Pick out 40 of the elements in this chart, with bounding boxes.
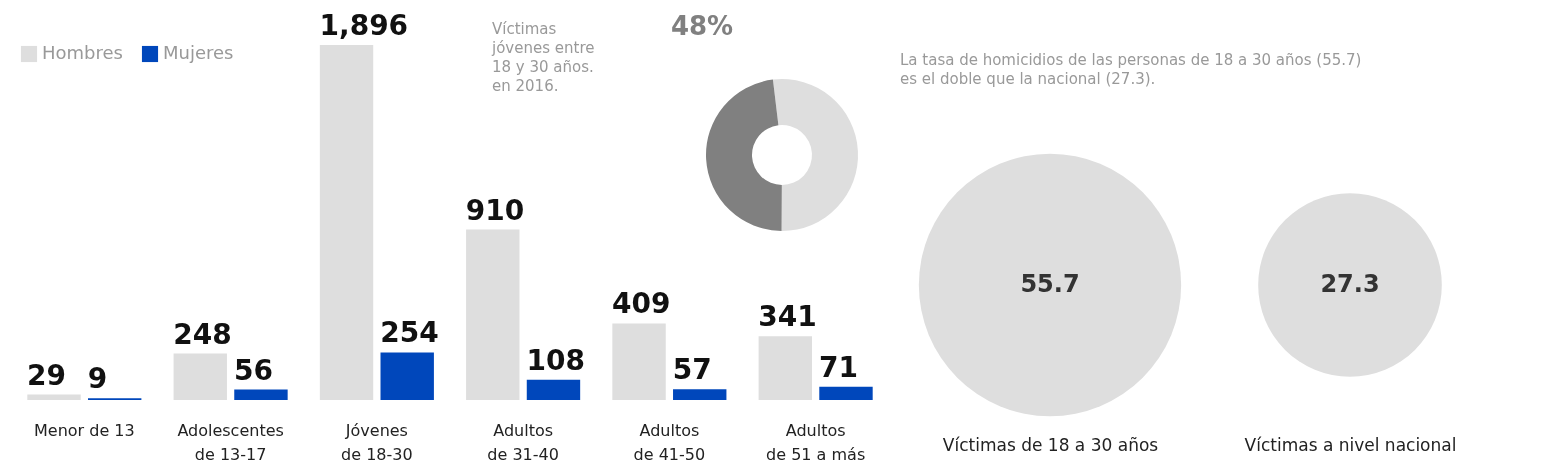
bar — [819, 386, 873, 400]
bar — [673, 389, 727, 400]
bar — [27, 394, 81, 400]
bar — [173, 353, 227, 400]
data-label: 71 — [818, 350, 858, 384]
bar — [466, 229, 520, 400]
data-label: 57 — [672, 353, 712, 387]
x-tick-label: Menor de 13 — [34, 420, 135, 440]
data-label: 27.3 — [1320, 270, 1380, 298]
bar — [319, 45, 374, 400]
x-tick-label: Adultos de 31-40 — [487, 420, 559, 464]
x-tick-label: Adultos de 41-50 — [633, 420, 706, 464]
data-label: 108 — [526, 343, 585, 377]
data-label: 409 — [612, 287, 671, 321]
bar — [380, 352, 434, 400]
data-label: 9 — [87, 362, 108, 396]
data-label: 29 — [27, 358, 66, 392]
donut-slice — [706, 79, 782, 231]
legend-label: Mujeres — [163, 42, 234, 63]
data-label: 254 — [380, 316, 439, 350]
data-label: 341 — [758, 300, 817, 334]
category-label: Víctimas de 18 a 30 años — [942, 434, 1159, 455]
text: La tasa de homicidios de las personas de 18 a 30 años (55.7) es el doble que la nacional (27.3). — [900, 51, 1362, 88]
data-label: 55.7 — [1020, 270, 1080, 298]
data-label: 910 — [465, 193, 525, 227]
x-tick-label: Jóvenes de 18-30 — [341, 420, 413, 464]
legend-label: Hombres — [42, 42, 123, 63]
category-label: Víctimas a nivel nacional — [1244, 434, 1457, 455]
bar — [758, 336, 813, 400]
annotation: Víctimas jóvenes entre 18 y 30 años. en 2016. — [491, 20, 595, 95]
x-tick-label: Adultos de 51 a más — [766, 420, 866, 464]
bar — [612, 323, 666, 400]
data-label: 48% — [670, 11, 734, 41]
data-label: 1,896 — [319, 9, 409, 42]
data-label: 248 — [173, 317, 232, 351]
bar — [526, 379, 581, 400]
data-label: 56 — [233, 353, 273, 387]
bar — [234, 389, 288, 400]
donut-slice — [772, 79, 858, 231]
x-tick-label: Adolescentes de 13-17 — [177, 420, 284, 464]
